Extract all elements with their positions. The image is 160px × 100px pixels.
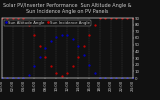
Sun Altitude Angle bbox=[23, 77, 24, 79]
Sun Altitude Angle bbox=[72, 39, 74, 40]
Sun Altitude Angle bbox=[88, 64, 90, 65]
Sun Incidence Angle bbox=[99, 17, 101, 19]
Sun Incidence Angle bbox=[115, 17, 117, 19]
Sun Altitude Angle bbox=[17, 77, 19, 79]
Sun Incidence Angle bbox=[104, 17, 106, 19]
Sun Altitude Angle bbox=[126, 77, 128, 79]
Sun Incidence Angle bbox=[94, 24, 96, 25]
Sun Incidence Angle bbox=[132, 17, 134, 19]
Sun Incidence Angle bbox=[17, 17, 19, 19]
Sun Incidence Angle bbox=[121, 17, 123, 19]
Text: Solar PV/Inverter Performance  Sun Altitude Angle & Sun Incidence Angle on PV Pa: Solar PV/Inverter Performance Sun Altitu… bbox=[3, 3, 132, 14]
Line: Sun Altitude Angle: Sun Altitude Angle bbox=[1, 34, 134, 79]
Sun Altitude Angle bbox=[115, 77, 117, 79]
Sun Incidence Angle bbox=[44, 56, 46, 57]
Sun Incidence Angle bbox=[77, 56, 79, 57]
Sun Altitude Angle bbox=[77, 45, 79, 47]
Sun Altitude Angle bbox=[12, 77, 13, 79]
Sun Incidence Angle bbox=[12, 17, 13, 19]
Sun Incidence Angle bbox=[23, 17, 24, 19]
Sun Altitude Angle bbox=[132, 77, 134, 79]
Sun Altitude Angle bbox=[104, 77, 106, 79]
Sun Incidence Angle bbox=[88, 34, 90, 35]
Sun Incidence Angle bbox=[28, 24, 30, 25]
Line: Sun Incidence Angle: Sun Incidence Angle bbox=[1, 17, 134, 77]
Sun Altitude Angle bbox=[66, 35, 68, 36]
Sun Altitude Angle bbox=[83, 54, 84, 55]
Sun Incidence Angle bbox=[1, 17, 3, 19]
Sun Incidence Angle bbox=[6, 17, 8, 19]
Sun Incidence Angle bbox=[72, 65, 74, 67]
Sun Altitude Angle bbox=[50, 41, 52, 42]
Sun Altitude Angle bbox=[94, 73, 96, 74]
Sun Incidence Angle bbox=[110, 17, 112, 19]
Sun Altitude Angle bbox=[99, 77, 101, 79]
Sun Incidence Angle bbox=[126, 17, 128, 19]
Sun Altitude Angle bbox=[121, 77, 123, 79]
Sun Altitude Angle bbox=[44, 47, 46, 49]
Sun Altitude Angle bbox=[110, 77, 112, 79]
Sun Altitude Angle bbox=[55, 36, 57, 37]
Sun Altitude Angle bbox=[61, 34, 63, 35]
Sun Incidence Angle bbox=[39, 45, 41, 47]
Sun Incidence Angle bbox=[66, 72, 68, 73]
Sun Altitude Angle bbox=[28, 74, 30, 75]
Legend: Sun Altitude Angle, Sun Incidence Angle: Sun Altitude Angle, Sun Incidence Angle bbox=[4, 20, 91, 26]
Sun Incidence Angle bbox=[55, 72, 57, 73]
Sun Incidence Angle bbox=[61, 75, 63, 77]
Sun Altitude Angle bbox=[39, 56, 41, 57]
Sun Altitude Angle bbox=[33, 65, 35, 67]
Sun Altitude Angle bbox=[1, 77, 3, 79]
Sun Incidence Angle bbox=[33, 34, 35, 35]
Sun Incidence Angle bbox=[83, 45, 84, 47]
Sun Incidence Angle bbox=[50, 65, 52, 67]
Sun Altitude Angle bbox=[6, 77, 8, 79]
